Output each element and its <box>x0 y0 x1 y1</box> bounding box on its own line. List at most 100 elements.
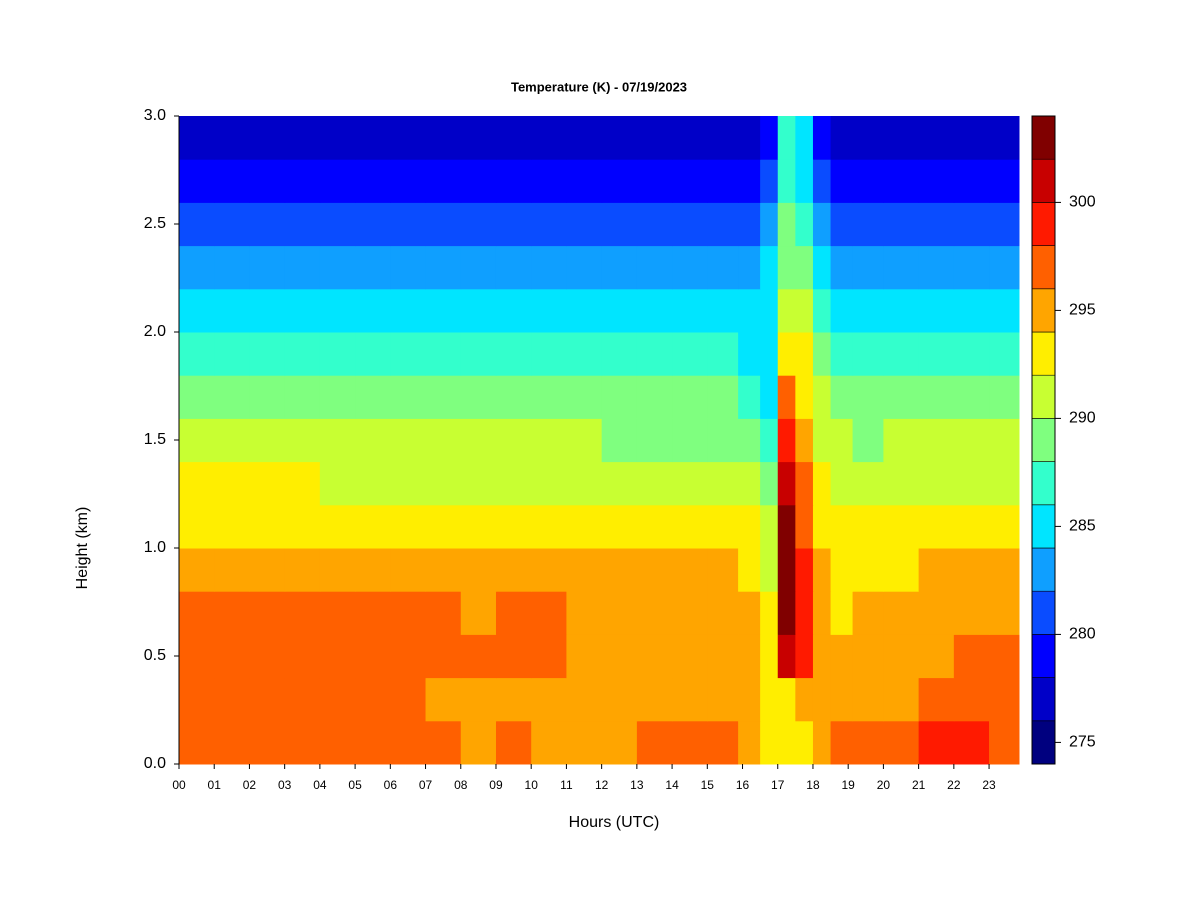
contour-cell <box>566 375 603 419</box>
contour-cell <box>830 548 854 592</box>
x-tick-label: 16 <box>736 778 750 792</box>
contour-cell <box>214 720 250 765</box>
contour-cell <box>918 720 955 765</box>
contour-cell <box>179 332 215 376</box>
contour-cell <box>989 677 1020 722</box>
colorbar-band <box>1031 288 1056 333</box>
x-tick-label: 17 <box>771 778 785 792</box>
contour-cell <box>812 548 832 592</box>
contour-cell <box>284 720 321 765</box>
contour-cell <box>636 375 673 419</box>
contour-cell <box>812 245 832 290</box>
contour-cell <box>636 245 673 290</box>
contour-cell <box>284 159 321 203</box>
x-tick-label: 03 <box>278 778 292 792</box>
contour-cell <box>319 245 356 290</box>
contour-cell <box>601 116 638 160</box>
contour-cell <box>812 504 832 549</box>
y-tick-label: 1.5 <box>144 431 166 448</box>
contour-cell <box>738 245 761 290</box>
contour-cell <box>390 504 427 549</box>
contour-cell <box>566 159 603 203</box>
contour-cell <box>566 116 603 160</box>
contour-cell <box>812 461 832 506</box>
contour-cell <box>830 461 854 506</box>
contour-cell <box>812 720 832 765</box>
contour-cell <box>179 677 215 722</box>
contour-cell <box>214 677 250 722</box>
contour-cell <box>355 591 391 635</box>
contour-cell <box>777 634 796 679</box>
contour-cell <box>636 548 673 592</box>
contour-cell <box>760 375 779 419</box>
contour-cell <box>760 720 779 765</box>
contour-cell <box>425 116 462 160</box>
colorbar-frame <box>1031 115 1056 765</box>
contour-cell <box>601 418 638 463</box>
contour-cell <box>495 116 532 160</box>
contour-cell <box>214 245 250 290</box>
colorbar-band <box>1031 590 1056 635</box>
contour-cell <box>852 720 884 765</box>
contour-cell <box>777 332 796 376</box>
contour-cell <box>531 504 567 549</box>
contour-cell <box>777 159 796 203</box>
contour-cell <box>601 288 638 333</box>
contour-cell <box>918 288 955 333</box>
contour-cell <box>425 202 462 247</box>
contour-cell <box>531 202 567 247</box>
contour-cell <box>707 720 739 765</box>
contour-cell <box>760 634 779 679</box>
contour-cell <box>319 202 356 247</box>
contour-cell <box>830 202 854 247</box>
contour-cell <box>672 375 708 419</box>
contour-cell <box>707 202 739 247</box>
contour-cell <box>425 720 462 765</box>
colorbar-tick-label: 285 <box>1069 518 1096 535</box>
contour-cell <box>425 288 462 333</box>
contour-cell <box>738 116 761 160</box>
contour-cell <box>601 332 638 376</box>
contour-cell <box>812 375 832 419</box>
contour-cell <box>284 634 321 679</box>
contour-cell <box>249 159 286 203</box>
contour-cell <box>636 202 673 247</box>
contour-cell <box>249 548 286 592</box>
contour-cell <box>390 116 427 160</box>
contour-cell <box>812 332 832 376</box>
contour-cell <box>425 548 462 592</box>
contour-cell <box>390 245 427 290</box>
contour-cell <box>390 159 427 203</box>
contour-cell <box>566 202 603 247</box>
contour-cell <box>179 504 215 549</box>
colorbar-band <box>1031 115 1056 160</box>
x-tick-label: 10 <box>525 778 539 792</box>
contour-cell <box>319 332 356 376</box>
contour-cell <box>390 720 427 765</box>
contour-cell <box>707 634 739 679</box>
contour-cell <box>830 245 854 290</box>
colorbar-band <box>1031 461 1056 506</box>
contour-cell <box>918 245 955 290</box>
contour-cell <box>355 116 391 160</box>
contour-cell <box>390 591 427 635</box>
contour-cell <box>989 245 1020 290</box>
contour-cell <box>852 202 884 247</box>
contour-cell <box>738 375 761 419</box>
contour-cell <box>852 548 884 592</box>
axes: 0.0 0.5 1.0 1.5 2.0 2.5 3.0 00 01 02 03 04 05 06 07 08 0… <box>144 107 1096 792</box>
contour-cell <box>214 202 250 247</box>
contour-cell <box>249 202 286 247</box>
contour-cell <box>989 159 1020 203</box>
contour-cell <box>672 634 708 679</box>
contour-cell <box>795 375 814 419</box>
contour-cell <box>284 202 321 247</box>
contour-cell <box>795 202 814 247</box>
y-tick-label: 2.0 <box>144 323 166 340</box>
contour-cell <box>918 504 955 549</box>
contour-cell <box>918 332 955 376</box>
contour-cell <box>707 245 739 290</box>
contour-cell <box>883 418 920 463</box>
contour-cell <box>953 202 990 247</box>
